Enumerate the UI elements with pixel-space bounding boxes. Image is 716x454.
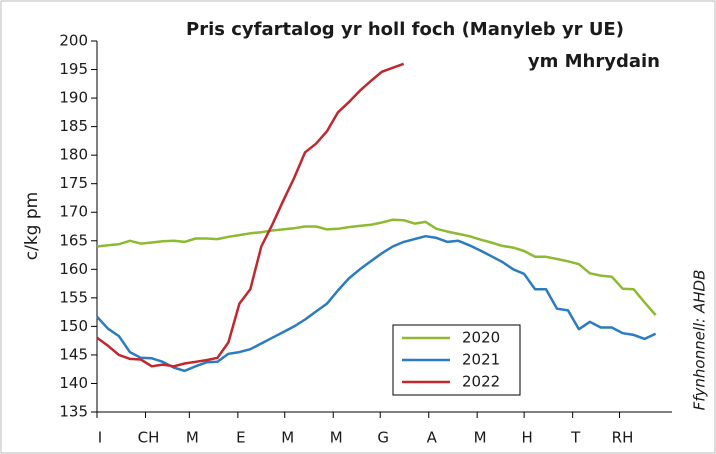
x-tick-label: M	[330, 429, 343, 447]
y-axis-label: c/kg pm	[22, 192, 42, 260]
x-tick-label: M	[474, 429, 487, 447]
chart-title: Pris cyfartalog yr holl foch (Manyleb yr…	[186, 19, 624, 40]
y-tick-label: 140	[59, 374, 88, 392]
legend-label: 2021	[462, 351, 500, 369]
x-tick-label: I	[98, 429, 102, 447]
x-tick-label: G	[377, 429, 389, 447]
y-tick-label: 180	[59, 146, 88, 164]
source: Ffynhonnell: AHDB	[691, 270, 709, 411]
y-tick-label: 175	[59, 174, 88, 192]
y-tick-label: 200	[59, 32, 88, 50]
x-tick-label: CH	[138, 429, 160, 447]
y-tick-label: 160	[59, 260, 88, 278]
y-tick-label: 195	[59, 60, 88, 78]
y-tick-label: 150	[59, 317, 88, 335]
line-series	[96, 234, 657, 373]
line-series	[96, 218, 657, 316]
y-tick-label: 170	[59, 203, 88, 221]
x-tick-label: H	[522, 429, 533, 447]
y-tick-label: 190	[59, 89, 88, 107]
chart-title: ym Mhrydain	[528, 51, 660, 72]
x-tick-label: A	[427, 429, 438, 447]
y-tick-label: 145	[59, 345, 88, 363]
x-tick-label: E	[236, 429, 245, 447]
x-tick-label: T	[570, 429, 581, 447]
y-tick-label: 135	[59, 403, 88, 421]
x-tick-label: RH	[612, 429, 634, 447]
y-tick-label: 155	[59, 288, 88, 306]
y-tick-label: 185	[59, 117, 88, 135]
x-tick-label: M	[186, 429, 199, 447]
y-tick-label: 165	[59, 231, 88, 249]
legend-label: 2020	[462, 329, 500, 347]
line-series	[96, 62, 405, 368]
legend-label: 2022	[462, 373, 500, 391]
x-tick-label: M	[281, 429, 294, 447]
